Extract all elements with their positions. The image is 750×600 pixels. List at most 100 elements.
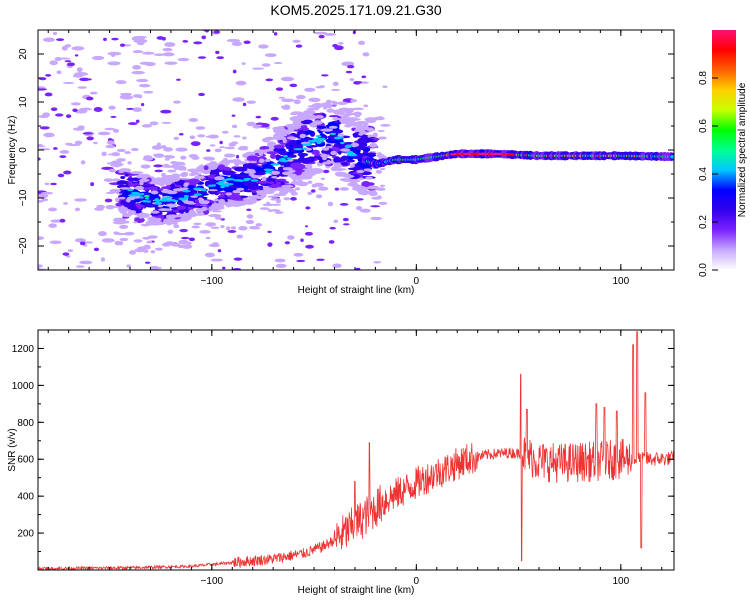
spectrogram-cell xyxy=(301,168,312,174)
spectrogram-cell xyxy=(355,267,361,270)
spectrogram-cell xyxy=(181,187,189,191)
spectrogram-cell xyxy=(278,150,288,156)
spectrogram-cell xyxy=(225,192,233,196)
spectrogram-cell xyxy=(358,132,364,136)
spectrogram-cell xyxy=(112,217,126,223)
colorbar-tick-label: 0.4 xyxy=(698,167,709,181)
spectrogram-cell xyxy=(270,153,277,159)
spectrogram-cell xyxy=(193,175,205,180)
spectrogram-cell xyxy=(126,107,134,110)
spectrogram-cell xyxy=(316,125,327,129)
spectrogram-cell xyxy=(206,149,211,152)
spectrogram-cell xyxy=(338,107,351,111)
spectrogram-cell xyxy=(101,151,107,157)
spectrogram-cell xyxy=(183,182,190,186)
spectrogram-cell xyxy=(332,263,342,269)
spectrogram-cell xyxy=(266,151,279,155)
colorbar-tick-label: 0.6 xyxy=(698,119,709,133)
spectrogram-cell xyxy=(173,100,181,104)
spectrogram-cell xyxy=(272,126,284,131)
spectrogram-cell xyxy=(155,199,160,203)
spectrogram-cell xyxy=(329,132,337,136)
spectrogram-cell xyxy=(338,143,347,150)
spectrogram-cell xyxy=(293,176,306,180)
spectrogram-cell xyxy=(173,167,179,170)
spectrogram-cell xyxy=(133,35,148,39)
spectrogram-cell xyxy=(285,123,296,128)
spectrogram-cell xyxy=(354,185,366,189)
spectrogram-cell xyxy=(141,124,153,128)
spectrogram-cell xyxy=(322,169,330,174)
spectrogram-cell xyxy=(366,120,376,123)
spectrogram-cell xyxy=(134,248,146,253)
spectrogram-cell xyxy=(302,143,312,147)
spectrogram-cell xyxy=(282,167,293,171)
spectrogram-cell xyxy=(127,180,132,184)
spectrogram-cell xyxy=(286,136,297,140)
spectrogram-cell xyxy=(104,198,113,203)
spectrogram-cell xyxy=(175,147,188,152)
spectrogram-cell xyxy=(138,83,151,88)
spectrogram-cell xyxy=(305,244,314,249)
spectrogram-cell xyxy=(372,132,378,138)
spectrogram-cell xyxy=(340,155,349,161)
spectrogram-cell xyxy=(261,63,271,67)
spectrogram-cell xyxy=(330,129,344,134)
spectrogram-cell xyxy=(320,137,326,141)
spectrogram-cell xyxy=(112,178,121,182)
spectrogram-cell xyxy=(178,132,184,136)
spectrogram-cell xyxy=(270,163,280,166)
colorbar-tick-label: 0.0 xyxy=(698,263,709,277)
spectrogram-xtick-label: 100 xyxy=(612,276,629,287)
spectrogram-cell xyxy=(67,249,74,252)
spectrogram-cell xyxy=(187,178,201,185)
spectrogram-cell xyxy=(241,62,246,66)
spectrogram-cell xyxy=(111,152,121,157)
spectrogram-cell xyxy=(326,145,334,148)
spectrogram-cell xyxy=(347,153,358,157)
spectrogram-cell xyxy=(214,148,222,153)
spectrogram-cell xyxy=(74,54,79,57)
spectrogram-cell xyxy=(371,196,382,200)
spectrogram-cell xyxy=(74,140,83,145)
figure-title: KOM5.2025.171.09.21.G30 xyxy=(270,2,441,18)
spectrogram-cell xyxy=(339,148,351,152)
spectrogram-cell xyxy=(139,181,144,186)
spectrogram-cell xyxy=(185,184,197,189)
spectrogram-cell xyxy=(140,164,151,169)
spectrogram-cell xyxy=(297,157,308,163)
spectrogram-cell xyxy=(297,152,309,157)
spectrogram-cell xyxy=(221,183,228,186)
spectrogram-cell xyxy=(307,191,313,196)
spectrogram-cell xyxy=(128,183,136,187)
spectrogram-cell xyxy=(162,52,175,57)
colorbar-scale xyxy=(712,30,736,270)
spectrogram-cell xyxy=(197,56,207,59)
spectrogram-cell xyxy=(297,130,306,135)
spectrogram-cell xyxy=(149,220,160,225)
spectrogram-cell xyxy=(311,139,318,142)
spectrogram-cell xyxy=(120,175,126,180)
spectrogram-cell xyxy=(277,166,285,173)
spectrogram-cell xyxy=(232,159,237,163)
snr-ytick-label: 600 xyxy=(17,455,34,466)
spectrogram-cell xyxy=(77,125,85,129)
spectrogram-cell xyxy=(163,147,173,152)
spectrogram-cell xyxy=(208,162,215,166)
spectrogram-cell xyxy=(226,38,241,43)
spectrogram-cell xyxy=(370,216,383,221)
spectrogram-cell xyxy=(321,147,330,151)
spectrogram-cell xyxy=(82,132,94,135)
spectrogram-cell xyxy=(351,107,364,111)
spectrogram-cell xyxy=(218,198,226,205)
spectrogram-cell xyxy=(330,88,341,91)
spectrogram-cell xyxy=(356,205,363,211)
spectrogram-cell xyxy=(93,247,100,252)
spectrogram-cell xyxy=(264,158,271,163)
spectrogram-cell xyxy=(161,121,172,124)
spectrogram-cell xyxy=(57,173,65,178)
spectrogram-cell xyxy=(344,124,352,128)
spectrogram-cell xyxy=(70,102,81,106)
spectrogram-cell xyxy=(281,171,293,176)
